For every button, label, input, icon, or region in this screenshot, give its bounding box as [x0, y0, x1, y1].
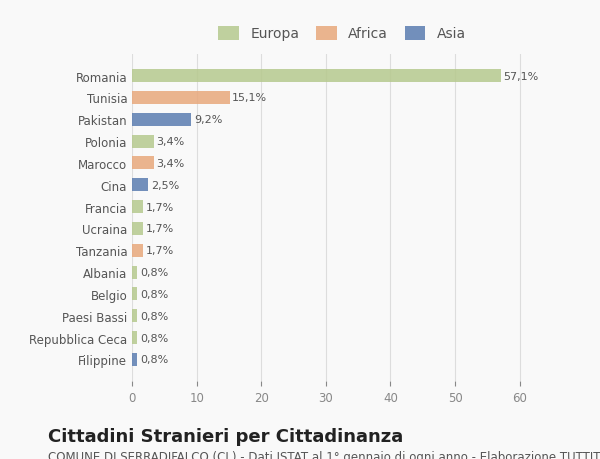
Text: 0,8%: 0,8% [140, 289, 168, 299]
Text: 15,1%: 15,1% [232, 93, 267, 103]
Bar [132, 288, 137, 301]
Text: COMUNE DI SERRADIFALCO (CL) - Dati ISTAT al 1° gennaio di ogni anno - Elaborazio: COMUNE DI SERRADIFALCO (CL) - Dati ISTAT… [48, 450, 600, 459]
Text: 0,8%: 0,8% [140, 333, 168, 343]
Bar [132, 157, 154, 170]
Bar [132, 70, 501, 83]
Text: 1,7%: 1,7% [146, 224, 174, 234]
Text: 0,8%: 0,8% [140, 311, 168, 321]
Bar [132, 266, 137, 279]
Bar [132, 113, 191, 127]
Text: 3,4%: 3,4% [157, 137, 185, 147]
Bar [132, 353, 137, 366]
Legend: Europa, Africa, Asia: Europa, Africa, Asia [211, 20, 473, 48]
Bar [132, 309, 137, 323]
Text: Cittadini Stranieri per Cittadinanza: Cittadini Stranieri per Cittadinanza [48, 427, 403, 445]
Text: 0,8%: 0,8% [140, 355, 168, 364]
Bar [132, 179, 148, 192]
Bar [132, 92, 230, 105]
Bar [132, 201, 143, 214]
Text: 1,7%: 1,7% [146, 202, 174, 212]
Bar [132, 222, 143, 235]
Text: 57,1%: 57,1% [503, 72, 539, 81]
Bar [132, 244, 143, 257]
Text: 0,8%: 0,8% [140, 268, 168, 278]
Text: 9,2%: 9,2% [194, 115, 223, 125]
Bar [132, 331, 137, 344]
Text: 1,7%: 1,7% [146, 246, 174, 256]
Text: 3,4%: 3,4% [157, 158, 185, 168]
Bar [132, 135, 154, 148]
Text: 2,5%: 2,5% [151, 180, 179, 190]
